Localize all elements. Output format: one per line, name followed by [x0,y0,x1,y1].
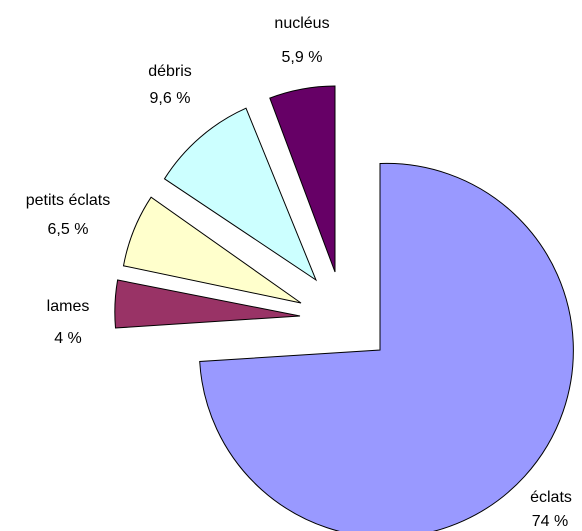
label-lames-value: 4 % [54,330,82,347]
label-nucleus-value: 5,9 % [282,49,323,66]
slice-debris [163,107,318,282]
label-debris-value: 9,6 % [150,90,191,107]
label-petits-eclats-value: 6,5 % [48,221,89,238]
label-eclats-value: 74 % [532,513,568,530]
label-lames-name: lames [47,298,90,315]
label-petits-eclats-name: petits éclats [26,192,110,209]
label-nucleus-name: nucléus [274,15,329,32]
slice-lames [114,279,301,329]
slice-eclats [199,162,574,531]
label-debris-name: débris [148,63,192,80]
slice-nucleus [269,85,336,273]
pie-slices [114,85,574,531]
label-eclats-name: éclats [530,489,572,506]
slice-labels: éclats 74 % lames 4 % petits éclats 6,5 … [26,15,572,530]
slice-petits-eclats [122,196,302,304]
